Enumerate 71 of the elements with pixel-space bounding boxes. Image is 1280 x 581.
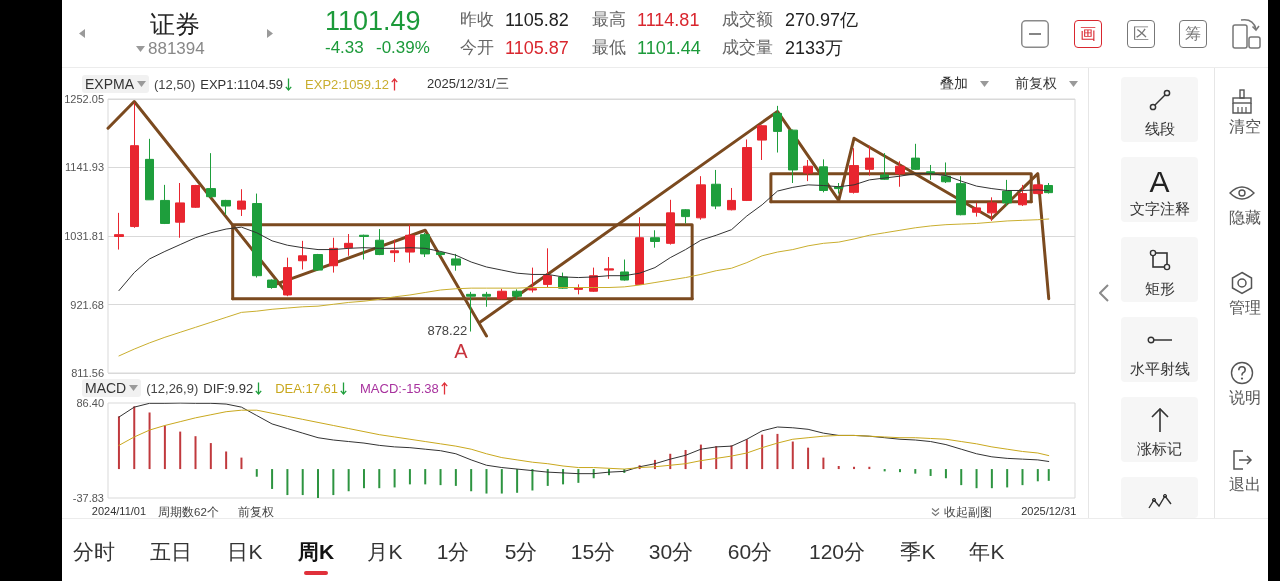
text: 年K	[969, 539, 1005, 565]
y-tick-label: 1252.05	[64, 93, 104, 105]
text: 周K	[297, 539, 335, 565]
text: 成交额	[722, 10, 773, 30]
text: 1分	[436, 539, 470, 565]
text: 1114.81	[637, 9, 700, 31]
text: 15分	[570, 539, 616, 565]
dropdown-button: MACD	[82, 379, 142, 397]
dropdown-button: EXPMA	[82, 75, 149, 93]
text: 月K	[367, 539, 403, 565]
annotation: 878.22	[427, 323, 468, 339]
text: 收起副图	[944, 504, 992, 520]
text: 881394	[148, 39, 205, 59]
text: 1105.82	[505, 9, 569, 31]
text: 最低	[592, 38, 626, 58]
text: -4.33	[325, 38, 364, 58]
y-tick-label: 1031.81	[64, 230, 104, 242]
text: 1101.49	[325, 6, 421, 38]
text: (12,26,9)	[146, 380, 199, 396]
y-tick-label: 811.56	[71, 367, 104, 379]
text: 120分	[808, 539, 866, 565]
tool-button: A 文字注释	[1121, 157, 1198, 222]
text: 日K	[227, 539, 263, 565]
text: 管理	[1229, 298, 1261, 318]
text: 周期数62个	[158, 504, 219, 520]
text: 1101.44	[637, 37, 701, 59]
annotation: A	[454, 339, 468, 363]
tool-button: 涨标记	[1121, 397, 1198, 462]
series-label: DEA:17.61	[275, 380, 339, 396]
tool-button: 矩形	[1121, 237, 1198, 302]
legend-title: EXPMA	[85, 76, 135, 92]
text: EXP2:1059.12	[305, 76, 389, 92]
text: 说明	[1229, 388, 1261, 408]
text: 分时	[73, 539, 115, 565]
text: 昨收	[460, 10, 494, 30]
y-tick-label: 1141.93	[65, 161, 104, 174]
tool-button: 水平射线	[1121, 317, 1198, 382]
text: 清空	[1229, 117, 1261, 137]
text: 2133万	[785, 37, 844, 59]
button: 画	[1074, 20, 1102, 48]
text: 五日	[150, 539, 192, 565]
text: (12,50)	[154, 76, 196, 92]
button: 筹	[1179, 20, 1207, 48]
text: 前复权	[1015, 75, 1057, 93]
text: 证券	[150, 9, 200, 39]
y-tick-label: 86.40	[76, 397, 104, 409]
text: -0.39%	[376, 38, 430, 58]
button: 区	[1127, 20, 1155, 48]
text: EXP1:1104.59	[200, 76, 284, 92]
text: 60分	[727, 539, 773, 565]
text: 隐藏	[1229, 208, 1261, 228]
y-tick-label: -37.83	[72, 492, 104, 504]
x-tick-label: 2025/12/31	[1021, 504, 1077, 517]
text: 5分	[504, 539, 538, 565]
series-label: DIF:9.92	[203, 380, 254, 396]
text: 1105.87	[505, 37, 569, 59]
tool-button: 线段	[1121, 77, 1198, 142]
text: MACD:-15.38	[360, 380, 439, 396]
text: 最高	[592, 10, 626, 30]
text: 退出	[1229, 475, 1261, 495]
text: 叠加	[940, 75, 968, 93]
text: 30分	[648, 539, 694, 565]
y-tick-label: 921.68	[70, 298, 104, 311]
text: 270.97亿	[785, 9, 859, 31]
x-tick-label: 2024/11/01	[91, 504, 147, 517]
legend-title: MACD	[85, 380, 127, 396]
text: 今开	[460, 38, 494, 58]
text: 前复权	[237, 504, 274, 520]
text: 2025/12/31/三	[426, 75, 509, 93]
text: 成交量	[722, 38, 773, 58]
text: 季K	[900, 539, 936, 565]
